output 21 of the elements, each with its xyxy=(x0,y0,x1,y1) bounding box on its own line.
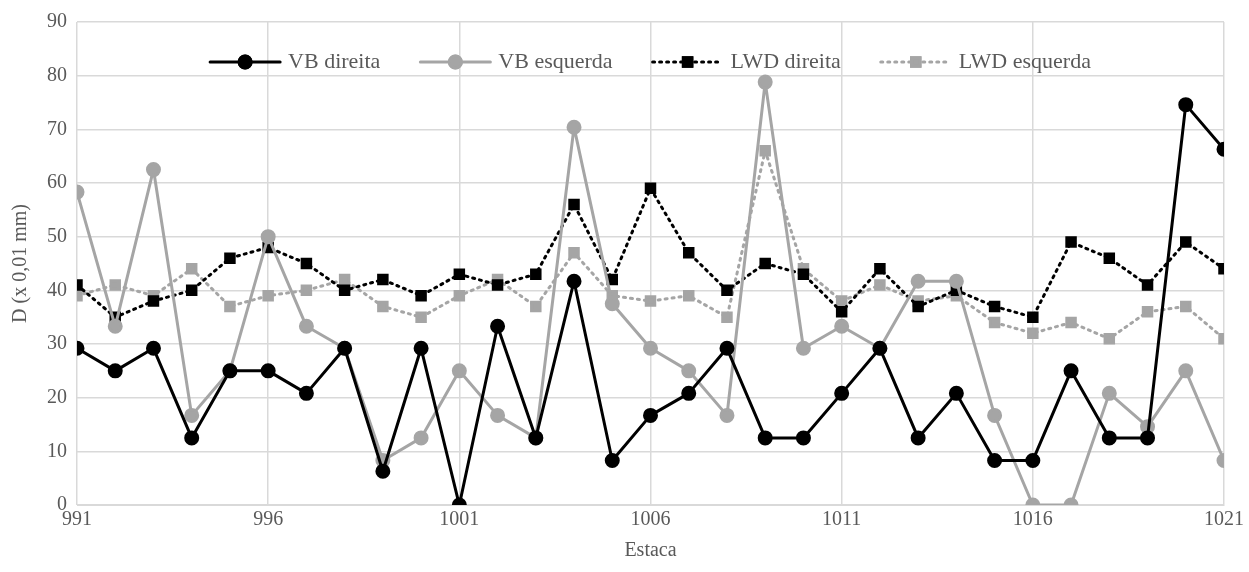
y-tick-label: 50 xyxy=(47,223,67,246)
y-tick-label: 80 xyxy=(47,62,67,85)
legend-label: LWD esquerda xyxy=(958,47,1092,73)
y-tick-label: 20 xyxy=(47,384,67,407)
x-tick-label: 1011 xyxy=(822,507,862,530)
y-tick-label: 90 xyxy=(47,9,67,32)
y-tick-label: 10 xyxy=(47,438,67,461)
x-tick-label: 1001 xyxy=(439,507,480,530)
y-tick-label: 30 xyxy=(47,331,67,354)
x-axis-title: Estaca xyxy=(624,538,677,561)
x-tick-label: 996 xyxy=(253,507,284,530)
y-tick-label: 60 xyxy=(47,170,67,193)
x-tick-label: 1021 xyxy=(1204,507,1244,530)
x-tick-label: 1006 xyxy=(630,507,671,530)
y-tick-label: 40 xyxy=(47,277,67,300)
y-tick-label: 70 xyxy=(47,116,67,139)
legend-label: LWD direita xyxy=(730,47,841,73)
legend-label: VB esquerda xyxy=(498,47,613,73)
x-tick-label: 1016 xyxy=(1012,507,1053,530)
y-axis-title: D (x 0,01 mm) xyxy=(8,204,32,323)
legend-label: VB direita xyxy=(288,47,381,73)
